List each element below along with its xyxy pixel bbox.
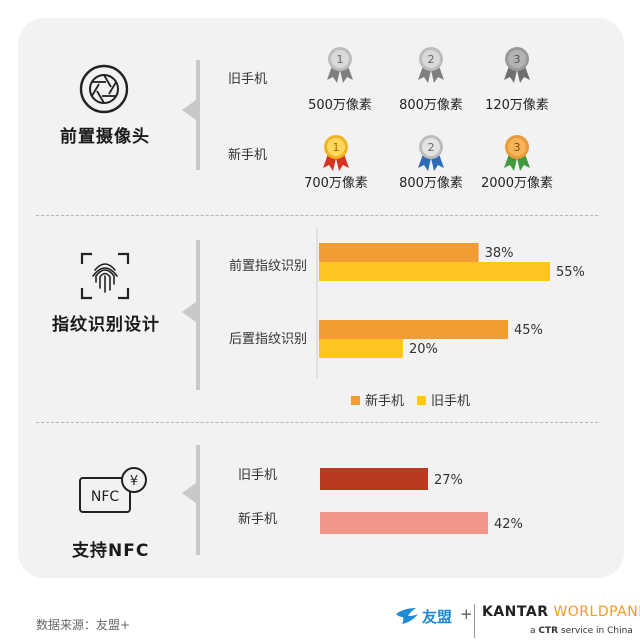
bar-old-1: [319, 339, 403, 358]
kantar-text: KANTAR: [482, 604, 549, 620]
category-label: 前置指纹识别: [229, 258, 307, 274]
worldpanel-text: WORLDPANEL: [553, 604, 640, 620]
old-medal-2-label: 800万像素: [399, 98, 463, 113]
medal-rank-text: 3: [514, 53, 521, 66]
legend-label-new: 新手机: [365, 393, 404, 409]
legend-label-old: 旧手机: [431, 394, 470, 409]
medal-1-gold-icon: 1: [323, 135, 349, 171]
fingerprint-bar-chart: 前置指纹识别 后置指纹识别 38% 55% 45% 20% 新手机 旧手机: [229, 228, 585, 409]
bar-old-0: [319, 262, 550, 281]
category-label: 旧手机: [238, 468, 277, 483]
new-medal-3-label: 2000万像素: [480, 176, 554, 191]
bar-value-label: 27%: [434, 473, 463, 488]
section-divider: [36, 215, 598, 216]
bar-value-label: 20%: [409, 342, 438, 357]
category-label: 后置指纹识别: [229, 332, 307, 347]
category-label: 新手机: [238, 511, 277, 527]
camera-old-label: 旧手机: [228, 72, 268, 87]
bar-value-label: 38%: [485, 246, 514, 261]
new-medal-1-label: 700万像素: [304, 176, 368, 191]
legend-swatch-old: [417, 396, 426, 405]
nfc-bar-1: [320, 512, 488, 534]
camera-aperture-icon: [79, 64, 129, 114]
medal-rank-text: 2: [428, 53, 435, 66]
medal-rank-text: 1: [333, 141, 340, 154]
medal-rank-text: 1: [337, 53, 344, 66]
umeng-bird-icon: [396, 608, 418, 624]
kantar-tagline: a CTR service in China: [530, 626, 633, 636]
nfc-card-icon: NFC ¥: [79, 467, 147, 513]
medal-rank-text: 3: [514, 141, 521, 154]
yen-coin-icon: ¥: [130, 474, 138, 489]
bar-value-label: 55%: [556, 265, 585, 280]
bar-new-0: [319, 243, 479, 262]
old-medal-1-label: 500万像素: [308, 98, 372, 113]
data-source: 数据来源：友盟+: [36, 618, 131, 632]
fingerprint-bracket: [182, 240, 200, 390]
tagline-post: service in China: [558, 626, 633, 636]
medal-rank-text: 2: [428, 141, 435, 154]
fingerprint-icon: [80, 252, 130, 300]
logo-separator: [474, 604, 475, 638]
medal-2-silver-icon: 2: [418, 47, 444, 83]
bar-new-1: [319, 320, 508, 339]
medal-2-blue-icon: 2: [418, 135, 444, 171]
camera-section-title: 前置摄像头: [60, 127, 150, 147]
medal-1-silver-icon: 1: [327, 47, 353, 83]
tagline-ctr: CTR: [538, 626, 559, 636]
nfc-section-title: 支持NFC: [72, 541, 150, 561]
medal-3-silver-icon: 3: [504, 47, 530, 83]
bar-value-label: 42%: [494, 517, 523, 532]
camera-bracket: [182, 60, 200, 170]
camera-new-label: 新手机: [228, 148, 268, 163]
nfc-card-text: NFC: [91, 489, 120, 505]
medal-3-bronze-icon: 3: [504, 135, 530, 171]
nfc-bar-0: [320, 468, 428, 490]
kantar-logo: KANTAR WORLDPANEL: [482, 604, 640, 620]
umeng-logo-text: 友盟: [422, 608, 453, 626]
nfc-bar-chart: 旧手机 新手机 27% 42%: [238, 468, 523, 534]
bar-value-label: 45%: [514, 323, 543, 338]
legend-swatch-new: [351, 396, 360, 405]
new-medal-2-label: 800万像素: [399, 176, 463, 191]
tagline-pre: a: [530, 626, 539, 636]
old-medal-3-label: 120万像素: [485, 98, 549, 113]
nfc-bracket: [182, 445, 200, 555]
fingerprint-section-title: 指纹识别设计: [52, 315, 160, 335]
section-divider: [36, 422, 598, 423]
logo-plus: +: [460, 605, 473, 623]
